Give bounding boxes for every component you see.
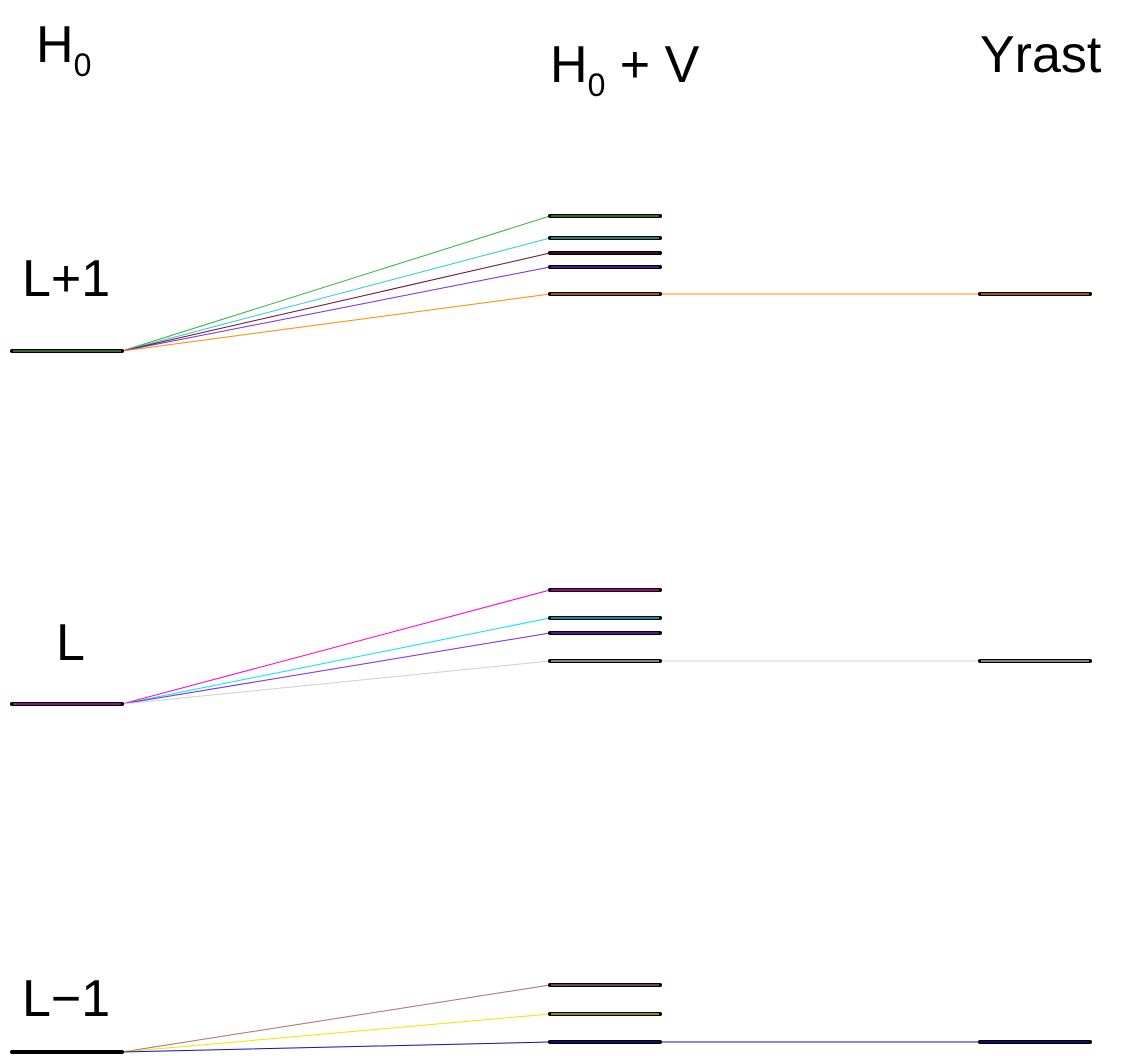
- connector-l-plus-1-3: [121, 266, 551, 352]
- connector-l-plus-1-0: [121, 215, 551, 352]
- group-label-l-minus-1: L−1: [22, 970, 110, 1028]
- levels-layer: [10, 214, 1092, 1054]
- column-title-h0: H0: [36, 16, 91, 83]
- connector-l-0: [121, 589, 551, 705]
- connector-l-plus-1-4: [121, 293, 551, 352]
- column-title-h0-plus-v: H0 + V: [550, 36, 700, 103]
- connector-l-3: [121, 660, 551, 705]
- group-label-l: L: [56, 614, 85, 672]
- connector-l-minus-1-0: [121, 984, 551, 1053]
- column-title-yrast: Yrast: [980, 26, 1102, 84]
- connector-l-2: [121, 632, 551, 705]
- connector-l-minus-1-2: [121, 1041, 551, 1053]
- connector-l-1: [121, 617, 551, 705]
- connector-l-minus-1-1: [121, 1013, 551, 1053]
- group-label-l-plus-1: L+1: [22, 250, 110, 308]
- connector-l-plus-1-1: [121, 237, 551, 352]
- connector-l-plus-1-2: [121, 252, 551, 352]
